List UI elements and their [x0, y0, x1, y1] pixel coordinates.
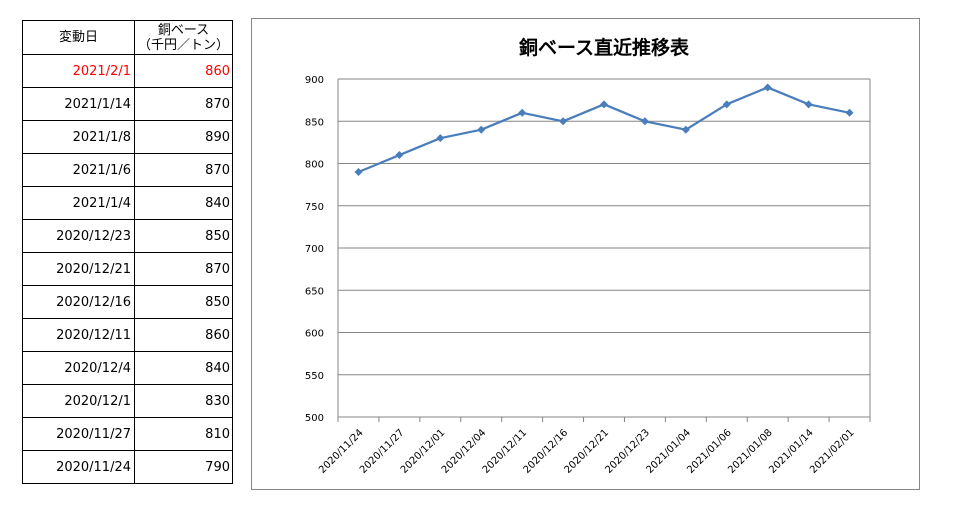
row-price: 870 — [134, 87, 233, 121]
table-row: 2020/12/1 830 — [22, 384, 233, 418]
table-body: 2021/2/1 860 2021/1/14 870 2021/1/8 890 2021/1… — [22, 54, 233, 484]
row-date: 2020/12/1 — [22, 384, 135, 418]
y-tick-label: 850 — [305, 117, 324, 128]
y-tick-label: 550 — [305, 371, 324, 382]
data-point-marker — [354, 167, 363, 176]
data-point-marker — [395, 151, 404, 160]
row-price: 860 — [134, 318, 233, 352]
x-tick-label: 2021/02/01 — [808, 427, 857, 476]
table-row: 2020/12/16 850 — [22, 285, 233, 319]
table-row: 2021/2/1 860 — [22, 54, 233, 88]
row-price: 840 — [134, 351, 233, 385]
data-point-marker — [722, 100, 731, 109]
data-point-marker — [436, 134, 445, 143]
row-date: 2020/12/4 — [22, 351, 135, 385]
row-price: 860 — [134, 54, 233, 88]
row-price: 870 — [134, 153, 233, 187]
row-price: 890 — [134, 120, 233, 154]
row-price: 830 — [134, 384, 233, 418]
y-tick-label: 500 — [305, 413, 324, 424]
table-row: 2021/1/14 870 — [22, 87, 233, 121]
data-point-marker — [804, 100, 813, 109]
date-column-header: 変動日 — [22, 20, 135, 55]
row-price: 850 — [134, 219, 233, 253]
chart-title: 銅ベース直近推移表 — [519, 36, 690, 59]
row-date: 2020/12/11 — [22, 318, 135, 352]
table-row: 2020/11/27 810 — [22, 417, 233, 451]
row-date: 2021/1/4 — [22, 186, 135, 220]
data-point-marker — [600, 100, 608, 109]
row-date: 2021/1/8 — [22, 120, 135, 154]
y-tick-label: 700 — [305, 244, 324, 255]
y-tick-label: 650 — [305, 286, 324, 297]
y-tick-label: 900 — [305, 75, 324, 86]
row-date: 2020/12/23 — [22, 219, 135, 253]
row-date: 2020/12/21 — [22, 252, 135, 286]
table-row: 2020/12/11 860 — [22, 318, 233, 352]
copper-chart: 銅ベース直近推移表 500 550 600 650 700 750 800 850 900 2020… — [251, 18, 920, 490]
data-point-marker — [681, 125, 690, 134]
price-header-line2: （千円／トン） — [137, 37, 229, 53]
row-date: 2020/12/16 — [22, 285, 135, 319]
data-point-marker — [477, 125, 486, 134]
row-price: 810 — [134, 417, 233, 451]
table-row: 2021/1/8 890 — [22, 120, 233, 154]
price-header-line1: 銅ベース — [157, 22, 210, 38]
chart-svg: 銅ベース直近推移表5005506006507007508008509002020… — [305, 36, 871, 476]
y-tick-label: 600 — [305, 329, 324, 340]
table-row: 2020/12/4 840 — [22, 351, 233, 385]
table-row: 2020/12/23 850 — [22, 219, 233, 253]
series-line — [358, 86, 850, 174]
y-tick-label: 800 — [305, 160, 324, 171]
row-date: 2020/11/27 — [22, 417, 135, 451]
row-price: 840 — [134, 186, 233, 220]
price-column-header: 銅ベース （千円／トン） — [134, 20, 233, 55]
row-date: 2021/1/14 — [22, 87, 135, 121]
copper-price-table: 変動日 銅ベース （千円／トン） 2021/2/1 860 2021/1/14 870 2… — [22, 20, 233, 484]
row-price: 850 — [134, 285, 233, 319]
data-point-marker — [640, 117, 649, 126]
row-price: 790 — [134, 450, 233, 484]
table-row: 2020/12/21 870 — [22, 252, 233, 286]
row-date: 2021/2/1 — [22, 54, 135, 88]
table-header-row: 変動日 銅ベース （千円／トン） — [22, 20, 233, 55]
y-tick-label: 750 — [305, 202, 324, 213]
data-point-marker — [763, 83, 772, 92]
table-row: 2021/1/4 840 — [22, 186, 233, 220]
table-row: 2021/1/6 870 — [22, 153, 233, 187]
data-point-marker — [518, 108, 527, 117]
data-point-marker — [845, 108, 854, 117]
row-date: 2021/1/6 — [22, 153, 135, 187]
data-point-marker — [559, 117, 568, 126]
row-date: 2020/11/24 — [22, 450, 135, 484]
row-price: 870 — [134, 252, 233, 286]
table-row: 2020/11/24 790 — [22, 450, 233, 484]
